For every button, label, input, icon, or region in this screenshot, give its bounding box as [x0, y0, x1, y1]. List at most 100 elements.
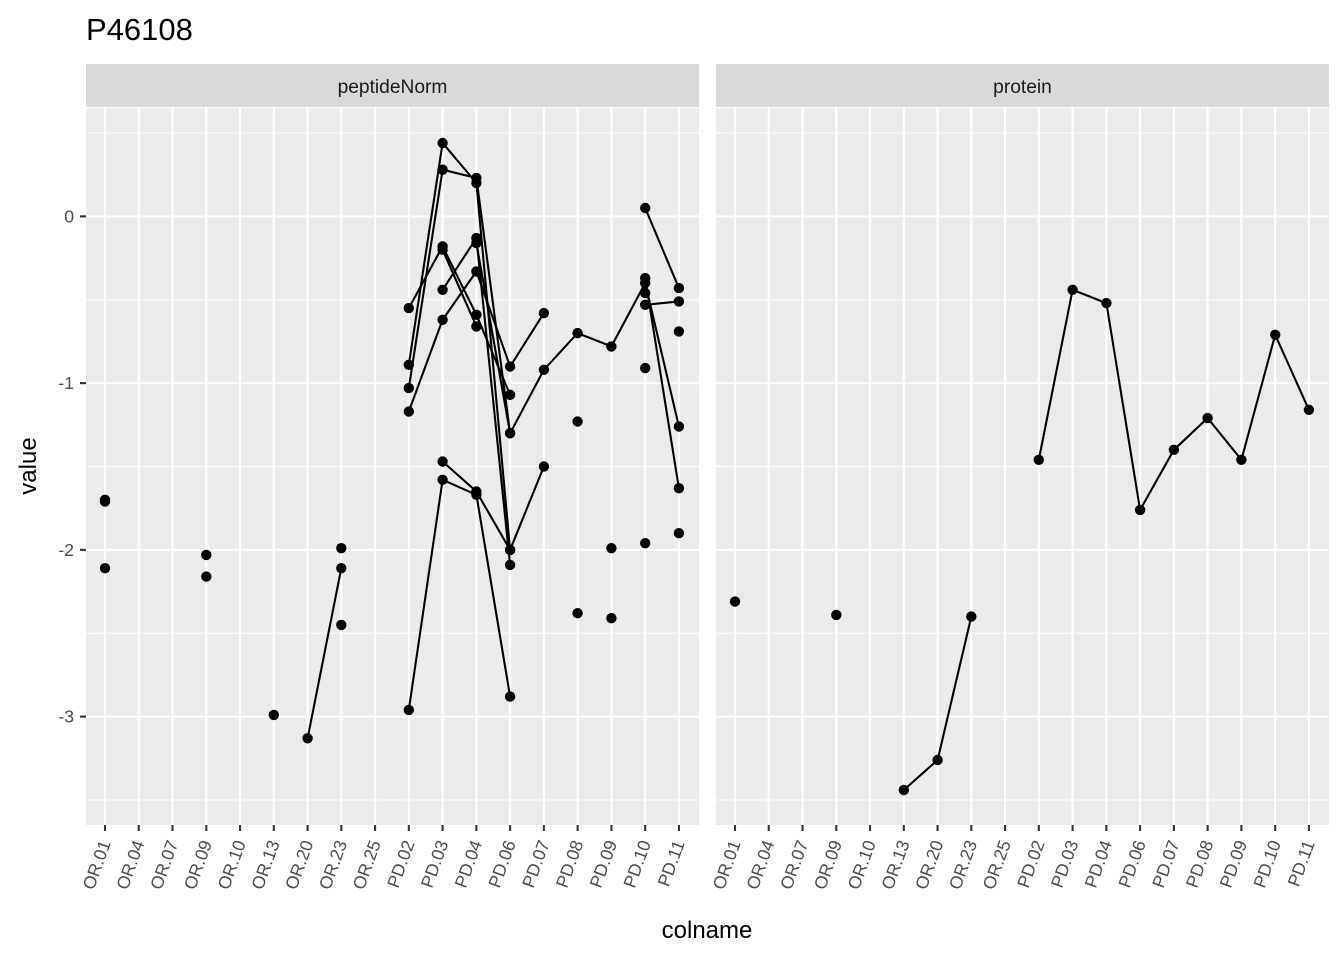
x-tick-label: PD.10: [619, 837, 655, 890]
data-point: [640, 202, 651, 214]
series-line: [644, 207, 680, 289]
data-point: [572, 608, 583, 619]
data-point: [403, 302, 414, 314]
x-tick-label: PD.03: [1047, 837, 1083, 890]
data-points: [729, 284, 1315, 796]
data-point: [437, 474, 448, 485]
data-point: [471, 486, 482, 497]
x-tick-label: PD.02: [383, 838, 419, 891]
data-point: [201, 571, 212, 582]
x-tick-label: OR.20: [911, 837, 947, 892]
y-tick-label: 0: [64, 206, 74, 226]
data-point: [99, 563, 111, 574]
data-point: [99, 496, 111, 507]
data-point: [1303, 404, 1315, 415]
data-point: [504, 691, 516, 702]
data-point: [504, 544, 516, 556]
data-point: [336, 619, 347, 631]
facet-strip-label: peptideNorm: [338, 77, 448, 98]
data-point: [471, 172, 482, 184]
y-axis-title: value: [15, 437, 42, 494]
data-point: [538, 307, 550, 319]
x-tick-label: OR.25: [349, 837, 385, 892]
x-tick-label: PD.07: [518, 838, 554, 891]
x-tick-label: OR.10: [844, 837, 880, 892]
facet-panel-protein: proteinOR.01OR.04OR.07OR.09OR.10OR.13OR.…: [709, 64, 1329, 892]
data-point: [336, 563, 347, 574]
data-point: [606, 613, 617, 624]
data-point: [606, 341, 617, 352]
x-tick-label: OR.13: [877, 837, 913, 892]
data-point: [673, 483, 685, 494]
x-tick-label: PD.07: [1148, 838, 1184, 891]
x-tick-label: OR.23: [315, 837, 351, 892]
data-point: [504, 559, 516, 571]
data-point: [437, 284, 448, 295]
x-tick-label: OR.04: [742, 837, 778, 892]
x-tick-label: OR.09: [180, 838, 216, 893]
x-tick-label: PD.02: [1013, 838, 1049, 891]
data-point: [471, 237, 482, 249]
series-line: [441, 460, 545, 553]
data-point: [538, 461, 550, 472]
series-line: [645, 300, 680, 306]
data-point: [932, 754, 943, 766]
data-point: [640, 299, 651, 310]
x-tick-label: OR.10: [214, 837, 250, 892]
x-tick-label: PD.09: [1216, 838, 1252, 891]
x-axis-title: colname: [662, 917, 753, 944]
series-line: [441, 249, 478, 327]
data-point: [504, 389, 516, 400]
data-point: [302, 733, 313, 744]
data-point: [729, 596, 741, 607]
data-point: [504, 428, 516, 439]
series-line: [306, 567, 343, 739]
data-point: [1270, 329, 1281, 340]
data-point: [471, 321, 482, 332]
data-point: [673, 282, 685, 294]
data-point: [403, 406, 414, 417]
x-tick-label: PD.03: [417, 837, 453, 890]
x-tick-label: PD.06: [484, 837, 520, 890]
data-point: [437, 137, 448, 149]
x-tick-label: PD.04: [451, 837, 487, 890]
x-tick-label: PD.11: [654, 838, 689, 890]
data-point: [1101, 297, 1112, 309]
data-point: [471, 266, 482, 277]
data-point: [437, 456, 448, 467]
data-points: [99, 137, 685, 744]
y-tick-label: -2: [58, 540, 74, 560]
data-point: [640, 287, 651, 299]
x-tick-label: PD.04: [1081, 837, 1117, 890]
x-tick-label: OR.07: [776, 838, 812, 893]
x-tick-label: OR.13: [247, 837, 283, 892]
data-point: [640, 362, 651, 374]
data-point: [1202, 412, 1213, 424]
x-tick-label: OR.01: [79, 838, 115, 893]
x-tick-label: PD.09: [586, 838, 622, 891]
data-point: [538, 364, 550, 375]
x-tick-label: PD.11: [1284, 838, 1319, 890]
facet-panel-peptideNorm: peptideNorm OR.01OR.04OR.07OR.09OR.10OR.1…: [79, 64, 699, 892]
x-tick-label: OR.01: [709, 838, 745, 893]
data-point: [437, 314, 448, 325]
x-tick-label: OR.23: [945, 837, 981, 892]
y-tick-label: -1: [58, 373, 74, 393]
facet-panels: peptideNormOR.01OR.04OR.07OR.09OR.10OR.1…: [79, 64, 1329, 892]
data-point: [572, 416, 583, 427]
series-line: [407, 140, 512, 550]
data-point: [898, 784, 909, 796]
data-point: [673, 326, 685, 337]
data-point: [572, 327, 583, 339]
x-tick-label: OR.20: [281, 837, 317, 892]
data-point: [1236, 454, 1247, 465]
x-tick-label: OR.07: [146, 838, 182, 893]
data-point: [831, 609, 842, 621]
x-tick-label: PD.08: [1182, 837, 1218, 890]
data-point: [268, 709, 279, 721]
series-line: [475, 242, 512, 434]
y-axis: 0 -1 -2 -3: [58, 206, 86, 727]
data-point: [403, 359, 414, 370]
x-tick-label: PD.06: [1114, 837, 1150, 890]
